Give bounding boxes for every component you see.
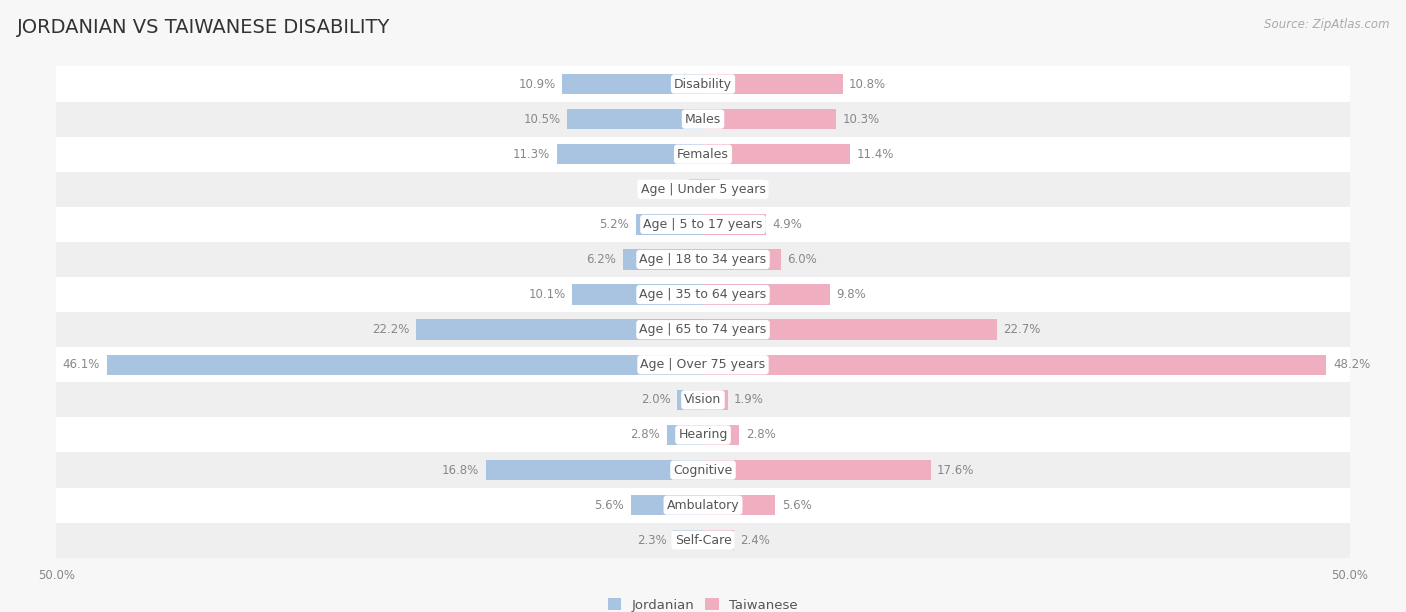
Text: Self-Care: Self-Care: [675, 534, 731, 547]
Text: 46.1%: 46.1%: [63, 358, 100, 371]
Text: 22.2%: 22.2%: [373, 323, 409, 336]
Bar: [703, 390, 727, 410]
Bar: [56, 102, 1350, 136]
Bar: [56, 523, 1350, 558]
Bar: [56, 67, 1350, 102]
Bar: [56, 417, 1350, 452]
Bar: [703, 495, 776, 515]
Bar: [689, 179, 703, 200]
Text: 17.6%: 17.6%: [938, 463, 974, 477]
Bar: [630, 495, 703, 515]
Text: 5.2%: 5.2%: [599, 218, 630, 231]
Text: Hearing: Hearing: [678, 428, 728, 441]
Bar: [107, 354, 703, 375]
Bar: [56, 347, 1350, 382]
Text: 2.0%: 2.0%: [641, 394, 671, 406]
Text: 9.8%: 9.8%: [837, 288, 866, 301]
Text: Age | 65 to 74 years: Age | 65 to 74 years: [640, 323, 766, 336]
Bar: [56, 242, 1350, 277]
Text: 2.4%: 2.4%: [741, 534, 770, 547]
Bar: [56, 207, 1350, 242]
Text: Cognitive: Cognitive: [673, 463, 733, 477]
Text: 6.2%: 6.2%: [586, 253, 616, 266]
Bar: [703, 319, 997, 340]
Text: 1.9%: 1.9%: [734, 394, 763, 406]
Bar: [703, 354, 1326, 375]
Bar: [56, 277, 1350, 312]
Bar: [562, 74, 703, 94]
Bar: [56, 452, 1350, 488]
Text: 2.8%: 2.8%: [630, 428, 661, 441]
Bar: [673, 530, 703, 550]
Bar: [56, 172, 1350, 207]
Bar: [572, 285, 703, 305]
Text: 5.6%: 5.6%: [782, 499, 811, 512]
Text: 16.8%: 16.8%: [441, 463, 479, 477]
Text: 10.3%: 10.3%: [842, 113, 880, 125]
Text: JORDANIAN VS TAIWANESE DISABILITY: JORDANIAN VS TAIWANESE DISABILITY: [17, 18, 391, 37]
Text: 1.1%: 1.1%: [652, 183, 682, 196]
Text: 11.4%: 11.4%: [856, 147, 894, 161]
Bar: [678, 390, 703, 410]
Text: Ambulatory: Ambulatory: [666, 499, 740, 512]
Text: Age | 18 to 34 years: Age | 18 to 34 years: [640, 253, 766, 266]
Bar: [485, 460, 703, 480]
Bar: [557, 144, 703, 165]
Text: 10.1%: 10.1%: [529, 288, 565, 301]
Text: 2.8%: 2.8%: [745, 428, 776, 441]
Bar: [703, 530, 734, 550]
Text: 10.5%: 10.5%: [523, 113, 561, 125]
Bar: [416, 319, 703, 340]
Bar: [703, 74, 842, 94]
Text: 2.3%: 2.3%: [637, 534, 666, 547]
Text: 1.3%: 1.3%: [727, 183, 756, 196]
Bar: [623, 249, 703, 270]
Bar: [636, 214, 703, 234]
Text: Vision: Vision: [685, 394, 721, 406]
Bar: [703, 144, 851, 165]
Text: 5.6%: 5.6%: [595, 499, 624, 512]
Text: 48.2%: 48.2%: [1333, 358, 1371, 371]
Text: Age | 35 to 64 years: Age | 35 to 64 years: [640, 288, 766, 301]
Bar: [56, 136, 1350, 172]
Bar: [703, 460, 931, 480]
Bar: [567, 109, 703, 129]
Text: Disability: Disability: [673, 78, 733, 91]
Text: 10.8%: 10.8%: [849, 78, 886, 91]
Text: Age | Under 5 years: Age | Under 5 years: [641, 183, 765, 196]
Bar: [703, 109, 837, 129]
Text: Age | 5 to 17 years: Age | 5 to 17 years: [644, 218, 762, 231]
Text: 22.7%: 22.7%: [1002, 323, 1040, 336]
Text: 10.9%: 10.9%: [519, 78, 555, 91]
Text: 11.3%: 11.3%: [513, 147, 550, 161]
Bar: [666, 425, 703, 445]
Bar: [703, 214, 766, 234]
Text: Females: Females: [678, 147, 728, 161]
Text: Source: ZipAtlas.com: Source: ZipAtlas.com: [1264, 18, 1389, 31]
Bar: [703, 249, 780, 270]
Text: Age | Over 75 years: Age | Over 75 years: [641, 358, 765, 371]
Bar: [703, 179, 720, 200]
Bar: [56, 312, 1350, 347]
Bar: [703, 425, 740, 445]
Bar: [56, 488, 1350, 523]
Text: Males: Males: [685, 113, 721, 125]
Text: 4.9%: 4.9%: [773, 218, 803, 231]
Bar: [703, 285, 830, 305]
Bar: [56, 382, 1350, 417]
Legend: Jordanian, Taiwanese: Jordanian, Taiwanese: [609, 598, 797, 611]
Text: 6.0%: 6.0%: [787, 253, 817, 266]
